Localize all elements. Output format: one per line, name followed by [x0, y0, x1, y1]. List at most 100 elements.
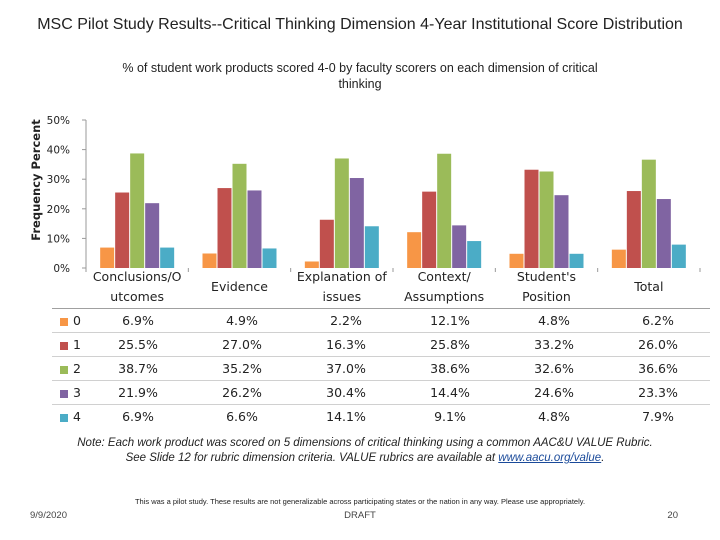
bar [641, 159, 656, 268]
bar [334, 158, 349, 268]
bar [467, 241, 482, 268]
bar [130, 153, 145, 268]
bar [611, 249, 626, 268]
bar [671, 244, 686, 268]
bar [539, 171, 554, 268]
category-label: Evidence [188, 266, 290, 308]
bar [524, 169, 539, 268]
table-row: 3 21.9% 26.2% 30.4% 14.4% 24.6% 23.3% [52, 380, 710, 405]
table-cell: 2.2% [294, 308, 398, 333]
bar [407, 232, 422, 268]
bar [364, 226, 379, 268]
y-tick-label: 40% [47, 145, 70, 157]
table-cell: 14.1% [294, 404, 398, 429]
table-cell: 6.2% [606, 308, 710, 333]
legend-label: 0 [73, 313, 81, 328]
category-label-line: issues [322, 289, 362, 304]
bar [145, 203, 160, 268]
bar [569, 253, 584, 268]
legend-label: 1 [73, 337, 81, 352]
table-cell: 7.9% [606, 404, 710, 429]
y-tick-label: 0% [53, 263, 70, 275]
y-tick-label: 20% [47, 204, 70, 216]
table-cell: 12.1% [398, 308, 502, 333]
category-label: Context/Assumptions [393, 266, 495, 308]
bar [422, 191, 437, 268]
bar [304, 261, 319, 268]
table-cell: 6.6% [190, 404, 294, 429]
bar [115, 192, 130, 268]
bar [100, 247, 115, 268]
category-label-line: Evidence [211, 279, 268, 294]
legend-label: 2 [73, 361, 81, 376]
category-label: Total [598, 266, 700, 308]
table-cell: 16.3% [294, 332, 398, 357]
table-cell: 24.6% [502, 380, 606, 405]
table-cell: 37.0% [294, 356, 398, 381]
table-cell: 6.9% [86, 308, 190, 333]
legend-swatch [60, 389, 68, 398]
category-label-line: Explanation of [296, 269, 387, 284]
legend-swatch [60, 365, 68, 374]
bar [626, 191, 641, 268]
table-cell: 26.2% [190, 380, 294, 405]
table-row: 2 38.7% 35.2% 37.0% 38.6% 32.6% 36.6% [52, 356, 710, 381]
category-label-line: Student's [516, 269, 577, 284]
category-label-line: Assumptions [404, 289, 485, 304]
table-cell: 23.3% [606, 380, 710, 405]
legend-label: 3 [73, 385, 81, 400]
footer-draft-label: DRAFT [344, 510, 376, 521]
bar [262, 248, 277, 268]
table-cell: 4.8% [502, 404, 606, 429]
table-cell: 36.6% [606, 356, 710, 381]
legend-swatch [60, 317, 68, 326]
category-label-line: Total [634, 279, 664, 294]
bar [452, 225, 467, 268]
chart-title: MSC Pilot Study Results--Critical Thinki… [37, 16, 683, 33]
bar [656, 199, 671, 268]
bar [202, 253, 217, 268]
category-label: Conclusions/O utcomes [86, 266, 188, 308]
table-row: 0 6.9% 4.9% 2.2% 12.1% 4.8% 6.2% [52, 308, 710, 333]
disclaimer: This was a pilot study. These results ar… [134, 497, 586, 506]
y-tick-label: 10% [47, 233, 70, 245]
chart-subtitle: % of student work products scored 4-0 by… [122, 61, 598, 91]
footnote-line-2: See Slide 12 for rubric dimension criter… [125, 452, 496, 464]
table-row: 1 25.5% 27.0% 16.3% 25.8% 33.2% 26.0% [52, 332, 710, 357]
table-cell: 14.4% [398, 380, 502, 405]
table-cell: 25.5% [86, 332, 190, 357]
category-label-line: Conclusions/O [92, 269, 182, 284]
footnote-line-1: Note: Each work product was scored on 5 … [77, 437, 653, 449]
footer-date: 9/9/2020 [30, 510, 67, 521]
table-cell: 26.0% [606, 332, 710, 357]
table-cell: 4.9% [190, 308, 294, 333]
legend-entry: 2 [52, 356, 86, 381]
legend-swatch [60, 341, 68, 350]
category-label-line: utcomes [110, 289, 165, 304]
category-label-line: Context/ [417, 269, 471, 284]
y-tick-label: 50% [47, 115, 70, 127]
bar [232, 163, 247, 268]
table-row: 4 6.9% 6.6% 14.1% 9.1% 4.8% 7.9% [52, 404, 710, 429]
table-cell: 27.0% [190, 332, 294, 357]
bar [319, 219, 334, 268]
legend-label: 4 [73, 409, 81, 425]
category-label: Explanation of issues [291, 266, 393, 308]
table-cell: 9.1% [398, 404, 502, 429]
table-cell: 30.4% [294, 380, 398, 405]
bar [509, 253, 524, 268]
table-cell: 21.9% [86, 380, 190, 405]
bar [437, 153, 452, 268]
value-rubric-link[interactable]: www.aacu.org/value [498, 452, 602, 464]
bar [349, 178, 364, 268]
table-cell: 32.6% [502, 356, 606, 381]
footnote: Note: Each work product was scored on 5 … [40, 436, 690, 466]
y-tick-label: 30% [47, 174, 70, 186]
table-cell: 38.6% [398, 356, 502, 381]
table-cell: 33.2% [502, 332, 606, 357]
bar [160, 247, 175, 268]
footnote-end: . [601, 452, 605, 464]
bar [217, 188, 232, 268]
table-cell: 25.8% [398, 332, 502, 357]
